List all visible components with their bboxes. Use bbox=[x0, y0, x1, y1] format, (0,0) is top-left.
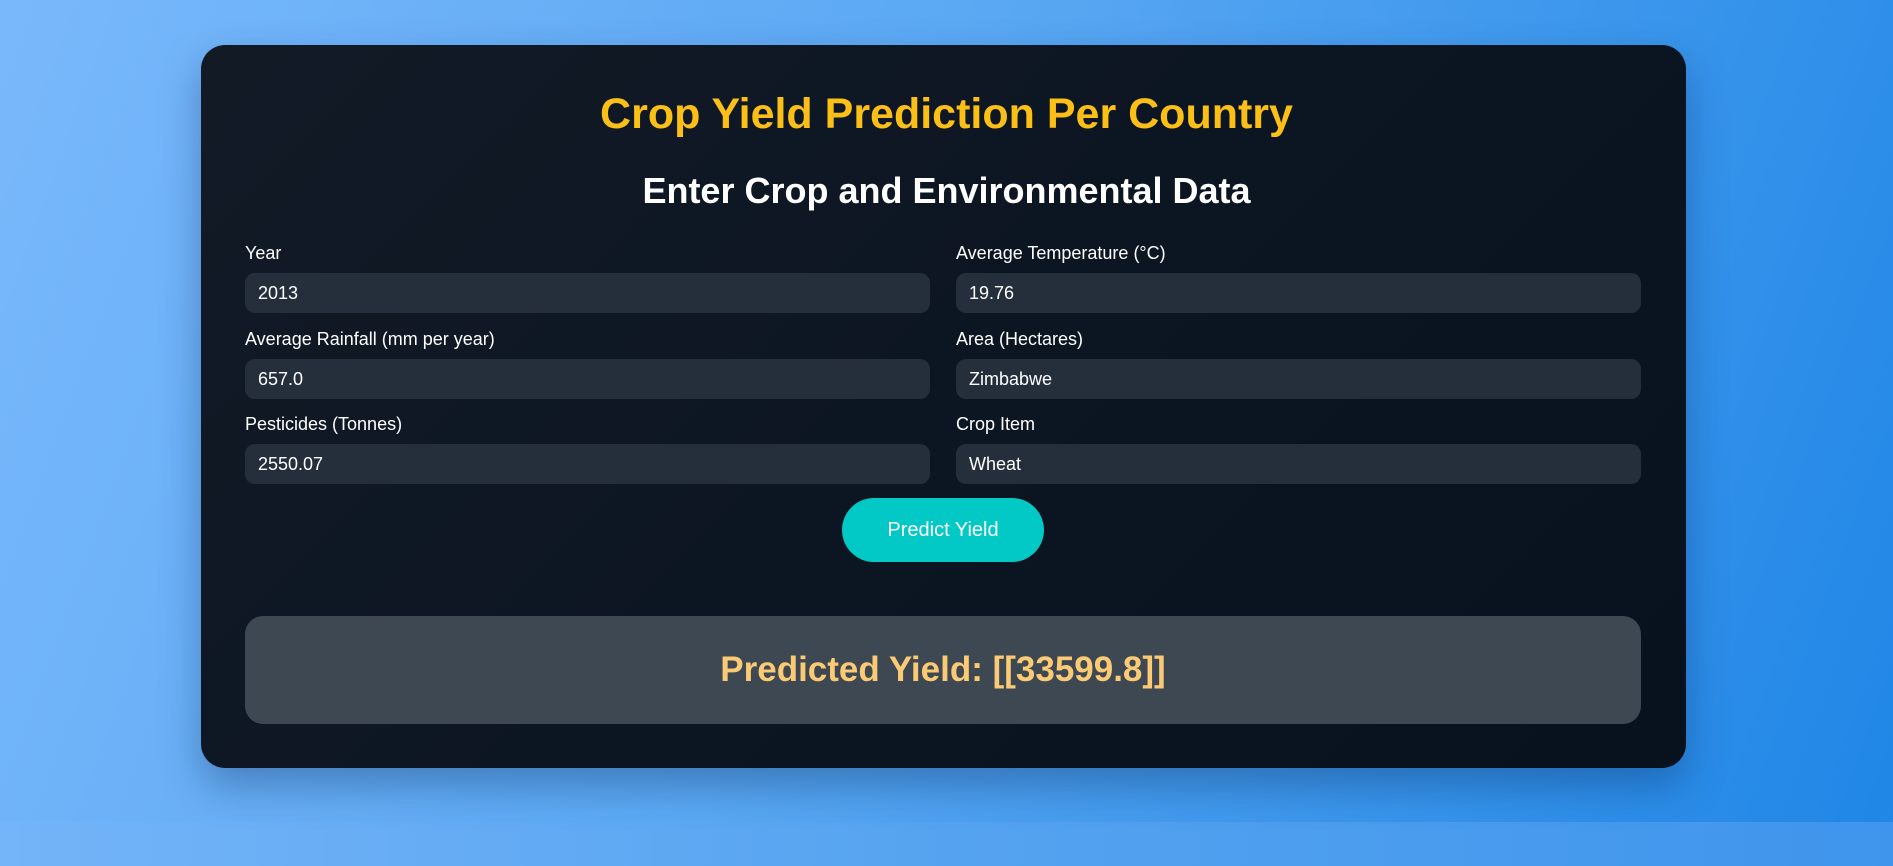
pesticides-input[interactable]: 2550.07 bbox=[245, 444, 930, 484]
avg-rainfall-input[interactable]: 657.0 bbox=[245, 359, 930, 399]
avg-rainfall-label: Average Rainfall (mm per year) bbox=[245, 329, 495, 349]
form-subtitle: Enter Crop and Environmental Data bbox=[642, 170, 1251, 211]
page-title: Crop Yield Prediction Per Country bbox=[600, 90, 1293, 138]
pesticides-label: Pesticides (Tonnes) bbox=[245, 414, 403, 434]
avg-rainfall-field-group: Average Rainfall (mm per year) 657.0 bbox=[245, 328, 930, 399]
year-input[interactable]: 2013 bbox=[245, 273, 930, 313]
crop-item-input[interactable]: Wheat bbox=[956, 444, 1641, 484]
predicted-yield-text: Predicted Yield: [[33599.8]] bbox=[720, 650, 1166, 689]
area-input[interactable]: Zimbabwe bbox=[956, 359, 1641, 399]
year-field-group: Year 2013 bbox=[245, 242, 930, 313]
predict-yield-button[interactable]: Predict Yield bbox=[842, 498, 1044, 562]
pesticides-field-group: Pesticides (Tonnes) 2550.07 bbox=[245, 413, 930, 484]
area-field-group: Area (Hectares) Zimbabwe bbox=[956, 328, 1641, 399]
avg-temp-field-group: Average Temperature (°C) 19.76 bbox=[956, 242, 1641, 313]
result-panel: Predicted Yield: [[33599.8]] bbox=[245, 616, 1641, 724]
page-bottom-band bbox=[0, 822, 1893, 866]
year-label: Year bbox=[245, 243, 282, 263]
area-label: Area (Hectares) bbox=[956, 329, 1084, 349]
crop-item-field-group: Crop Item Wheat bbox=[956, 413, 1641, 484]
avg-temp-label: Average Temperature (°C) bbox=[956, 243, 1166, 263]
avg-temp-input[interactable]: 19.76 bbox=[956, 273, 1641, 313]
crop-item-label: Crop Item bbox=[956, 414, 1036, 434]
